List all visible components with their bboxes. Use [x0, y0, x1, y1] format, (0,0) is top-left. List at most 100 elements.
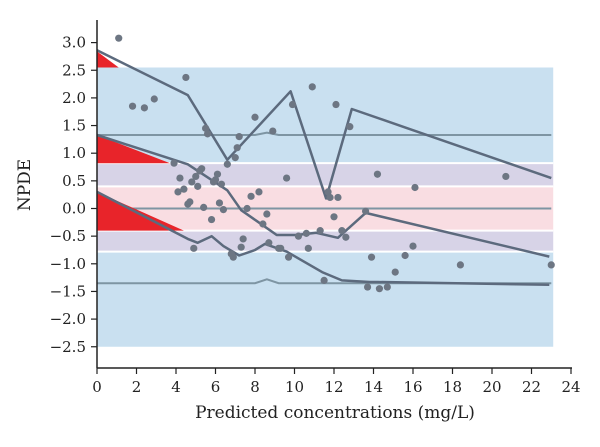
y-axis-title: NPDE [15, 159, 35, 211]
x-tick-label: 20 [482, 378, 501, 396]
data-point [231, 154, 239, 162]
data-point [302, 229, 310, 237]
data-point [192, 172, 200, 181]
data-point [170, 159, 178, 167]
data-point [188, 178, 196, 186]
data-point [180, 185, 188, 193]
data-point [219, 206, 227, 214]
data-point [176, 174, 184, 182]
data-point [217, 180, 226, 188]
data-point [140, 104, 148, 112]
data-point [115, 34, 123, 42]
data-point [284, 253, 293, 261]
data-point [213, 170, 222, 178]
prediction-bands [97, 67, 554, 347]
data-point [269, 127, 277, 135]
data-point [263, 210, 271, 218]
data-point [373, 170, 382, 178]
x-axis-title: Predicted concentrations (mg/L) [195, 403, 475, 423]
x-tick-label: 12 [324, 378, 343, 396]
band-pi_upper_percentile [97, 67, 554, 164]
y-tick-label: 0.0 [62, 200, 86, 218]
data-point [308, 83, 316, 91]
y-tick-label: 3.0 [62, 34, 86, 52]
red-triangle-2 [97, 191, 184, 231]
data-point [204, 130, 212, 138]
data-point [547, 261, 555, 269]
empirical-line-2 [96, 190, 550, 287]
data-point [237, 243, 245, 251]
x-tick-label: 24 [561, 378, 580, 396]
data-point [383, 283, 391, 291]
data-point [200, 203, 208, 211]
data-point [186, 198, 194, 206]
data-point [342, 233, 350, 241]
x-tick-label: 6 [211, 378, 221, 396]
data-point [202, 124, 210, 132]
data-point [456, 261, 464, 269]
data-point [227, 250, 235, 258]
data-point [215, 199, 224, 207]
empirical-line-0 [96, 49, 552, 200]
data-point [283, 174, 291, 182]
data-point [288, 100, 297, 109]
data-point [174, 188, 182, 196]
y-tick-label: 1.0 [62, 144, 86, 162]
data-point [150, 95, 158, 103]
data-point [265, 239, 273, 247]
y-tick-label: 0.5 [62, 172, 86, 190]
data-point [401, 251, 409, 260]
data-point [251, 113, 259, 121]
data-point [190, 244, 198, 252]
theoretical-line-0 [97, 131, 552, 136]
red-triangle-0 [97, 51, 119, 68]
data-point [198, 165, 206, 173]
x-tick-label: 0 [92, 378, 102, 396]
band-pi_lower_percentile [97, 251, 554, 347]
y-tick-label: −2.5 [50, 338, 86, 356]
data-point [502, 172, 510, 181]
data-point [346, 123, 354, 131]
x-ticks: 0 2 4 6 8 10 12 14 16 18 20 22 24 [92, 368, 581, 396]
y-tick-label: 2.0 [62, 89, 86, 107]
x-tick-label: 14 [364, 378, 383, 396]
data-point [182, 73, 190, 82]
data-point [320, 276, 328, 284]
data-point [223, 160, 231, 168]
data-point [255, 188, 263, 196]
data-point [207, 215, 216, 224]
data-point [275, 244, 283, 252]
data-point [391, 268, 399, 276]
x-tick-label: 10 [285, 378, 304, 396]
data-point [375, 285, 384, 293]
y-tick-label: 1.5 [62, 117, 86, 135]
observation-points [115, 34, 555, 293]
y-tick-label: 2.5 [62, 61, 86, 79]
x-tick-label: 8 [250, 378, 260, 396]
data-point [411, 183, 419, 192]
y-ticks: 3.0 2.5 2.0 1.5 1.0 0.5 0.0 −0.5 −1.0 −1.5 −2.0 −2.… [50, 34, 97, 356]
band-ci_median_outer_upper [97, 163, 554, 187]
data-point [363, 283, 372, 291]
data-point [243, 204, 251, 213]
data-point [316, 227, 324, 235]
data-point [239, 235, 247, 243]
data-point [194, 182, 202, 190]
x-tick-label: 2 [132, 378, 142, 396]
data-point [367, 253, 376, 261]
x-tick-label: 22 [522, 378, 541, 396]
data-point [247, 192, 255, 200]
y-tick-label: −2.0 [50, 310, 86, 328]
data-point [330, 213, 338, 221]
data-point [304, 244, 312, 252]
data-point [324, 188, 332, 196]
y-tick-label: −0.5 [50, 227, 86, 245]
data-point [128, 102, 137, 110]
data-point [332, 100, 340, 109]
data-point [326, 193, 334, 202]
y-tick-label: −1.5 [50, 282, 86, 300]
data-point [294, 232, 303, 240]
data-point [334, 193, 342, 202]
data-point [211, 176, 220, 184]
